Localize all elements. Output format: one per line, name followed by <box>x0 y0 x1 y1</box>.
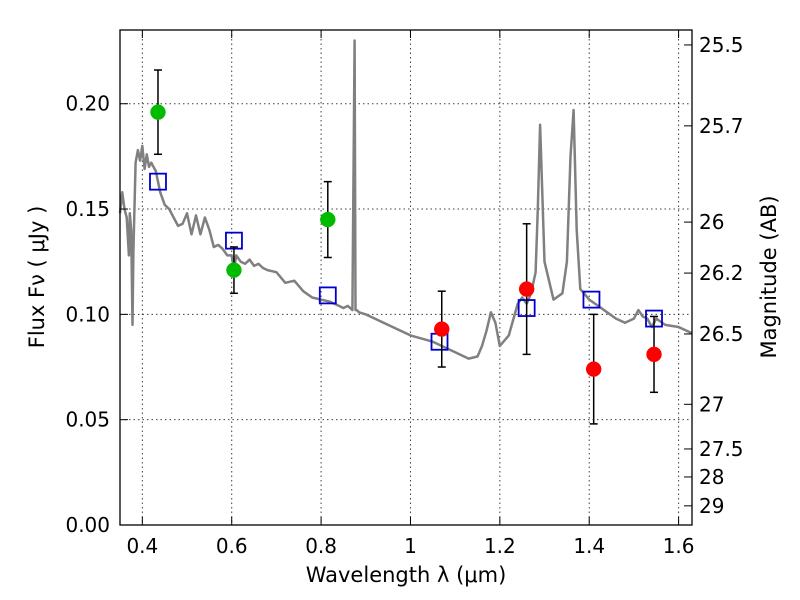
x-tick-label: 0.6 <box>216 534 248 558</box>
right-tick-label: 27 <box>699 392 724 416</box>
y-axis-label: Flux Fν ( μJy ) <box>25 206 49 349</box>
green-data-point <box>150 104 166 120</box>
right-tick-label: 29 <box>699 494 724 518</box>
green-data-point <box>226 262 242 278</box>
y-tick-label: 0.05 <box>65 408 110 432</box>
y-axis-right-label: Magnitude (AB) <box>757 195 781 358</box>
red-data-point <box>518 281 535 297</box>
y-tick-label: 0.00 <box>65 513 110 537</box>
x-tick-label: 1.4 <box>573 534 605 558</box>
right-tick-label: 26 <box>699 210 724 234</box>
x-tick-label: 1.2 <box>484 534 516 558</box>
right-tick-label: 25.5 <box>699 33 744 57</box>
y-tick-label: 0.15 <box>65 197 110 221</box>
x-axis-label: Wavelength λ (μm) <box>306 563 507 587</box>
right-tick-label: 26.5 <box>699 322 744 346</box>
red-data-point <box>646 346 662 363</box>
right-tick-label: 25.7 <box>699 114 744 138</box>
y-tick-label: 0.10 <box>65 302 110 326</box>
x-tick-label: 0.4 <box>126 534 158 558</box>
model-point-square <box>149 172 167 191</box>
y-tick-label: 0.20 <box>65 92 110 116</box>
plot-area <box>118 39 693 425</box>
plot-frame <box>119 29 693 526</box>
x-tick-label: 1 <box>404 534 417 558</box>
grid <box>120 30 692 525</box>
red-data-point <box>585 361 602 377</box>
model-spectrum-line <box>118 39 693 360</box>
green-data-point <box>320 211 336 228</box>
right-tick-label: 27.5 <box>699 437 744 461</box>
right-tick-label: 26.2 <box>699 261 744 285</box>
axis-ticks: 0.4 0.6 0.8 1 1.2 1.4 1.6 0.00 0.05 0.10 0.15 0.20 2… <box>65 30 744 558</box>
model-point-square <box>582 290 601 309</box>
x-tick-label: 1.6 <box>663 534 695 558</box>
red-data-point <box>434 321 450 337</box>
model-point-square <box>318 286 337 305</box>
x-tick-label: 0.8 <box>305 534 337 558</box>
right-tick-label: 28 <box>699 465 724 489</box>
